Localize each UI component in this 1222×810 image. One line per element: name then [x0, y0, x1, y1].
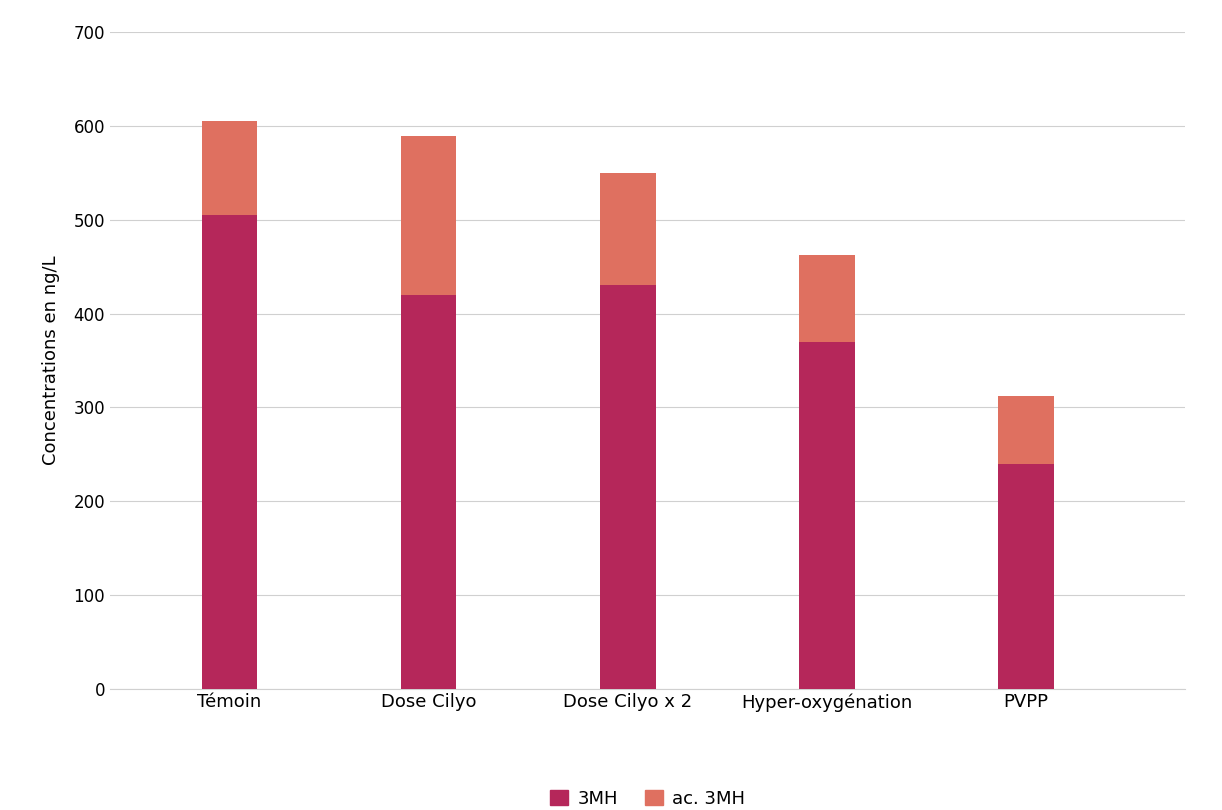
- Legend: 3MH, ac. 3MH: 3MH, ac. 3MH: [543, 782, 753, 810]
- Bar: [401, 135, 457, 295]
- Bar: [998, 396, 1053, 463]
- Bar: [202, 215, 258, 688]
- Bar: [600, 173, 656, 285]
- Bar: [799, 255, 854, 342]
- Bar: [799, 342, 854, 688]
- Bar: [600, 285, 656, 688]
- Bar: [202, 122, 258, 215]
- Y-axis label: Concentrations en ng/L: Concentrations en ng/L: [42, 256, 60, 465]
- Bar: [998, 463, 1053, 688]
- Bar: [401, 295, 457, 688]
